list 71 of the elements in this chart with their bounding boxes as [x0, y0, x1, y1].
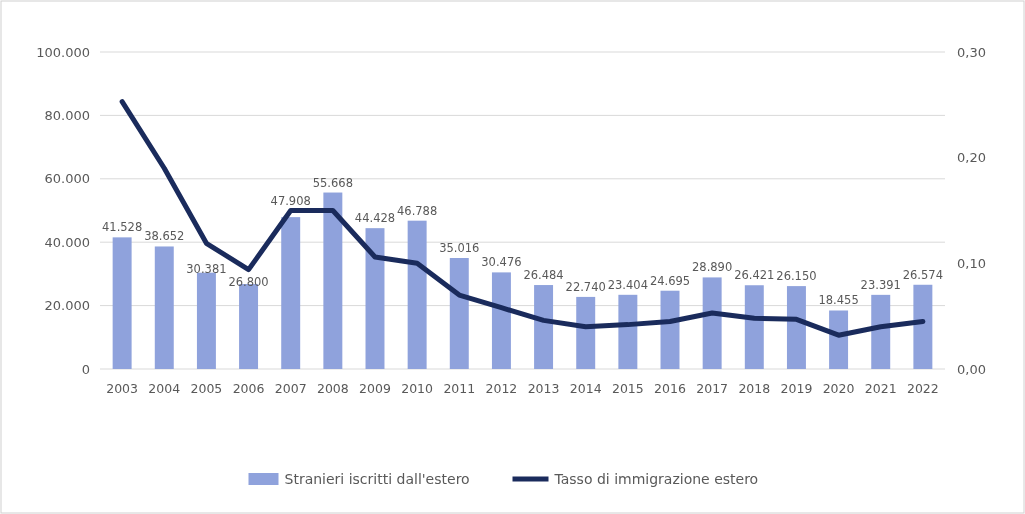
bar [618, 294, 638, 369]
bar [576, 296, 596, 369]
bar [534, 285, 554, 369]
x-tick-label: 2017 [696, 381, 729, 396]
x-tick-label: 2022 [906, 381, 939, 396]
y-tick-label: 80.000 [44, 107, 90, 123]
x-tick-label: 2010 [401, 381, 434, 396]
bar [323, 192, 343, 369]
data-label: 30.476 [481, 255, 522, 270]
y-tick-label: 60.000 [44, 171, 90, 187]
data-label: 28.890 [692, 260, 733, 275]
data-label: 22.740 [565, 279, 606, 294]
bar [239, 284, 259, 369]
x-tick-label: 2018 [738, 381, 771, 396]
data-label: 23.391 [860, 277, 901, 292]
x-tick-label: 2021 [864, 381, 897, 396]
data-label: 23.404 [607, 277, 648, 292]
y-tick-label: 20.000 [44, 298, 90, 314]
data-label: 26.150 [776, 269, 817, 284]
data-label: 26.484 [523, 268, 564, 283]
bar [281, 217, 301, 369]
x-tick-label: 2007 [274, 381, 307, 396]
x-tick-label: 2006 [232, 381, 265, 396]
data-label: 24.695 [649, 273, 691, 288]
bar [449, 258, 469, 369]
bar [871, 294, 891, 369]
x-tick-label: 2005 [190, 381, 223, 396]
data-label: 44.428 [354, 211, 396, 226]
bar [112, 237, 132, 369]
y-tick-label: 40.000 [44, 234, 90, 250]
x-tick-label: 2011 [443, 381, 476, 396]
data-label: 26.800 [228, 274, 269, 289]
y-tick-label: 100.000 [36, 44, 90, 60]
x-tick-label: 2003 [106, 381, 139, 396]
legend-label: Tasso di immigrazione estero [553, 470, 759, 487]
bar [913, 284, 933, 369]
data-label: 18.455 [818, 293, 859, 308]
legend-label: Stranieri iscritti dall'estero [284, 470, 470, 487]
bar [407, 220, 427, 369]
bar [196, 272, 216, 369]
y-tick-label: 0 [81, 361, 90, 377]
x-tick-label: 2019 [780, 381, 813, 396]
data-label: 26.421 [734, 268, 775, 283]
y2-tick-label: 0,30 [957, 44, 986, 60]
y2-tick-label: 0,10 [957, 255, 986, 271]
x-tick-label: 2013 [527, 381, 560, 396]
y2-tick-label: 0,20 [957, 150, 986, 166]
bar [491, 272, 511, 369]
bar [786, 286, 806, 369]
bar [154, 246, 174, 369]
x-tick-label: 2014 [569, 381, 602, 396]
x-tick-label: 2012 [485, 381, 518, 396]
data-label: 47.908 [270, 193, 311, 208]
x-tick-label: 2008 [316, 381, 349, 396]
data-label: 55.668 [312, 175, 353, 190]
bar [365, 228, 385, 369]
data-label: 41.528 [102, 220, 143, 235]
x-tick-label: 2015 [611, 381, 644, 396]
data-label: 35.016 [439, 241, 480, 255]
x-tick-label: 2004 [148, 381, 181, 396]
bar [744, 285, 764, 369]
bar [829, 310, 849, 369]
data-label: 30.381 [186, 262, 227, 277]
data-label: 26.574 [902, 267, 943, 282]
bar [702, 277, 722, 369]
data-label: 38.652 [144, 229, 185, 244]
x-tick-label: 2016 [654, 381, 686, 396]
x-tick-label: 2020 [822, 381, 855, 396]
data-label: 46.788 [397, 203, 438, 218]
x-tick-label: 2009 [359, 381, 391, 396]
y2-tick-label: 0,00 [957, 361, 986, 377]
